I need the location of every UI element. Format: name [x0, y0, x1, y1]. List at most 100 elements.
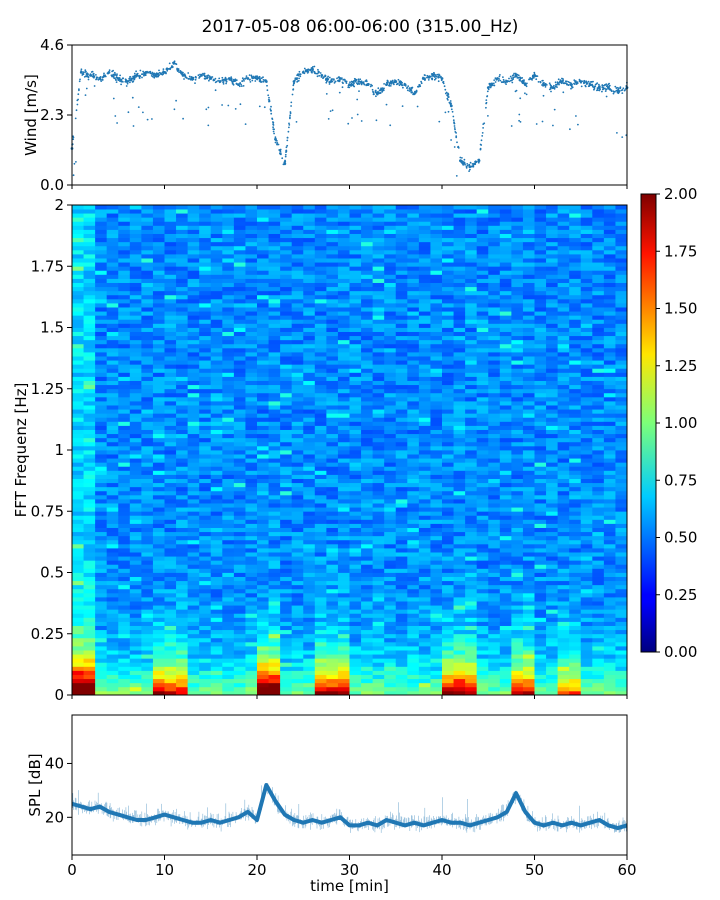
spectrogram-cell	[268, 450, 281, 455]
wind-sample	[469, 168, 471, 171]
spectrogram-cell	[268, 646, 281, 651]
wind-sample	[290, 105, 292, 107]
spectrogram-cell	[106, 364, 119, 369]
spectrogram-cell	[141, 482, 154, 488]
spectrogram-cell	[176, 335, 189, 341]
spectrogram-cell	[129, 429, 142, 435]
spectrogram-cell	[152, 286, 165, 292]
spectrogram-cell	[361, 490, 374, 496]
wind-sample	[231, 82, 234, 85]
spectrogram-cell	[314, 286, 327, 292]
spectrogram-cell	[118, 262, 131, 267]
wind-sample	[388, 82, 391, 85]
wind-sample	[340, 78, 343, 80]
spectrogram-cell	[361, 613, 374, 618]
spectrogram-cell	[129, 560, 142, 565]
spectrogram-cell	[280, 597, 293, 602]
spectrogram-cell	[361, 262, 374, 267]
spectrogram-cell	[349, 564, 362, 569]
spectrogram-cell	[384, 384, 397, 390]
spectrogram-cell	[164, 311, 177, 316]
wind-sample	[164, 71, 167, 74]
wind-sample	[411, 91, 413, 93]
spectrogram-cell	[268, 237, 281, 243]
spectrogram-cell	[303, 421, 316, 426]
spectrogram-cell	[384, 650, 397, 655]
spectrogram-cell	[326, 376, 339, 381]
spectrogram-cell	[233, 262, 246, 267]
spectrogram-cell	[187, 437, 200, 443]
wind-sample	[421, 77, 424, 80]
spectrogram-cell	[199, 425, 212, 430]
spectrogram-cell	[337, 523, 350, 528]
spectrogram-cell	[326, 237, 339, 243]
spectrogram-cell	[257, 205, 270, 210]
spectrogram-cell	[384, 674, 397, 680]
spectrogram-cell	[407, 560, 420, 565]
spectrogram-cell	[395, 392, 408, 398]
spectrogram-cell	[152, 262, 165, 267]
wind-sample	[104, 74, 106, 77]
spectrogram-cell	[83, 641, 96, 647]
wind-sample	[230, 77, 233, 80]
spectrogram-cell	[349, 282, 362, 288]
spectrogram-cell	[95, 662, 108, 667]
spectrogram-cell	[95, 445, 108, 451]
spectrogram-cell	[291, 535, 304, 541]
wind-sample	[117, 79, 120, 82]
spectrogram-cell	[222, 205, 235, 210]
spectrogram-cell	[164, 380, 177, 386]
spectrogram-cell	[176, 637, 189, 643]
spectrogram-cell	[280, 319, 293, 324]
spectrogram-cell	[72, 629, 85, 635]
wind-sample	[619, 87, 622, 89]
wind-sample	[577, 123, 579, 126]
spectrogram-cell	[118, 658, 131, 663]
spectrogram-cell	[245, 286, 258, 292]
spectrogram-cell	[106, 584, 119, 590]
spectrogram-cell	[303, 576, 316, 582]
wind-sample	[330, 79, 333, 82]
spectrogram-cell	[199, 388, 212, 394]
spectrogram-cell	[83, 535, 96, 541]
spectrogram-cell	[129, 646, 142, 651]
spectrogram-cell	[280, 368, 293, 373]
spectrogram-cell	[291, 286, 304, 292]
spectrogram-cell	[361, 597, 374, 602]
spectrogram-cell	[187, 282, 200, 288]
spectrogram-cell	[118, 413, 131, 418]
spectrogram-cell	[233, 409, 246, 414]
spectrogram-cell	[257, 539, 270, 545]
spectrogram-cell	[280, 654, 293, 659]
spectrogram-cell	[395, 682, 408, 688]
wind-sample	[351, 117, 353, 119]
spectrogram-cell	[106, 605, 119, 610]
spectrogram-cell	[337, 535, 350, 541]
spectrogram-cell	[372, 609, 385, 614]
wind-sample	[166, 69, 169, 72]
spectrogram-cell	[95, 458, 108, 463]
wind-sample	[160, 72, 162, 75]
wind-sample	[457, 145, 460, 148]
spectrogram-cell	[337, 658, 350, 663]
spectrogram-cell	[187, 499, 200, 504]
spectrogram-cell	[141, 527, 154, 533]
spectrogram-cell	[326, 364, 339, 369]
spectrogram-cell	[372, 637, 385, 643]
spectrogram-cell	[372, 511, 385, 516]
wind-sample	[449, 100, 452, 102]
spectrogram-cell	[314, 331, 327, 337]
spectrogram-cell	[210, 511, 223, 516]
spectrogram-cell	[326, 499, 339, 504]
spectrogram-cell	[337, 662, 350, 667]
wind-sample	[204, 75, 207, 78]
spectrogram-cell	[268, 621, 281, 626]
wind-sample	[322, 77, 324, 80]
spectrogram-cell	[222, 319, 235, 324]
spectrogram-cell	[210, 613, 223, 618]
wind-sample	[573, 83, 576, 85]
spectrogram-cell	[83, 413, 96, 418]
spectrogram-cell	[199, 278, 212, 283]
spectrogram-cell	[176, 466, 189, 471]
spectrogram-cell	[187, 584, 200, 590]
